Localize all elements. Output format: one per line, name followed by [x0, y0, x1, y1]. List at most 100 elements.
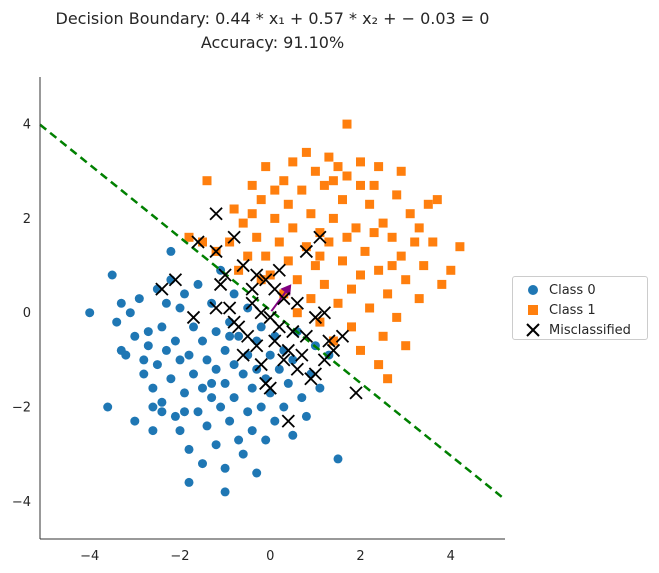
class-1-point: [202, 176, 212, 186]
class-1-point: [247, 180, 257, 190]
class-0-point: [148, 402, 158, 412]
class-0-point: [157, 407, 167, 417]
class-0-point: [274, 364, 284, 374]
class-1-point: [288, 157, 298, 167]
class-1-point: [274, 237, 284, 247]
misclassified-point: [254, 306, 268, 320]
class-1-point: [401, 341, 411, 351]
misclassified-x-stroke: [250, 268, 264, 282]
misclassified-point: [277, 353, 291, 367]
misclassified-x-stroke: [290, 362, 304, 376]
class-0-point: [152, 284, 162, 294]
class-1-point: [414, 223, 424, 233]
legend-label-misclassified: Misclassified: [549, 322, 631, 338]
class-1-point: [279, 176, 289, 186]
misclassified-x-stroke: [281, 414, 295, 428]
misclassified-points: [155, 207, 363, 428]
y-tick-label: −4: [12, 495, 31, 510]
misclassified-x-stroke: [245, 296, 259, 310]
class-0-point: [247, 383, 257, 393]
misclassified-x-stroke: [272, 320, 286, 334]
misclassified-x-stroke: [191, 235, 205, 249]
class-0-point: [103, 402, 113, 412]
class-0-point: [301, 411, 311, 421]
class-0-points: [85, 246, 343, 497]
class-1-point: [356, 157, 365, 167]
class-0-point: [170, 336, 180, 346]
class-0-point: [279, 345, 289, 355]
class-1-point: [338, 195, 347, 205]
misclassified-x-stroke: [241, 329, 255, 343]
class-0-point: [279, 402, 289, 412]
misclassified-point: [308, 310, 323, 325]
misclassified-point: [186, 310, 201, 325]
class-1-point: [419, 261, 429, 271]
class-1-point: [360, 246, 370, 256]
misclassified-point: [236, 348, 250, 362]
class-1-point: [301, 147, 311, 157]
class-0-point: [211, 327, 221, 337]
misclassified-x-stroke: [290, 296, 304, 310]
class-0-point: [270, 331, 280, 341]
class-1-point: [288, 223, 298, 233]
class-1-point: [198, 237, 207, 247]
class-0-point: [198, 336, 207, 346]
misclassified-point: [326, 343, 341, 358]
class-1-point: [328, 213, 338, 223]
misclassified-point: [290, 296, 304, 310]
class-1-point: [374, 162, 384, 172]
class-1-point: [184, 232, 194, 242]
misclassified-point: [277, 291, 291, 306]
class-1-point: [270, 213, 280, 223]
class-0-point: [184, 444, 194, 454]
class-1-point: [428, 237, 438, 247]
class-1-point: [324, 152, 334, 162]
misclassified-x-stroke: [155, 282, 169, 296]
class-0-point: [234, 435, 244, 445]
misclassified-point: [295, 348, 309, 362]
class-0-point: [121, 350, 131, 360]
class-1-point: [310, 261, 320, 271]
x-tick-label: −4: [80, 549, 99, 564]
x-tick-label: −2: [170, 549, 189, 564]
class-0-point: [170, 411, 180, 421]
y-tick-label: 2: [23, 212, 31, 227]
misclassified-x-stroke: [227, 230, 241, 244]
class-1-point: [437, 279, 447, 289]
class-1-point: [261, 251, 271, 261]
class-0-point: [175, 426, 185, 436]
x-tick-label: 2: [356, 549, 364, 564]
misclassified-x-stroke: [209, 301, 223, 315]
class-1-point: [252, 232, 262, 242]
class-0-point: [261, 374, 271, 384]
misclassified-point: [286, 324, 300, 339]
class-1-point: [324, 237, 334, 247]
class-0-point: [238, 449, 248, 459]
misclassified-point: [299, 244, 313, 259]
misclassified-point: [222, 301, 237, 315]
class-0-point: [202, 355, 212, 365]
misclassified-point: [232, 320, 246, 334]
class-0-point: [148, 426, 158, 436]
misclassified-x-stroke: [277, 291, 291, 306]
class-0-point: [256, 322, 266, 332]
misclassified-point: [290, 362, 304, 376]
class-0-point: [198, 383, 207, 393]
class-1-point: [383, 374, 393, 384]
misclassified-point: [322, 334, 336, 348]
misclassified-point: [168, 273, 183, 287]
misclassified-x-stroke: [168, 273, 183, 287]
class-0-point: [220, 378, 230, 388]
misclassified-x-stroke: [326, 343, 341, 358]
misclassified-point: [227, 230, 241, 244]
class-1-point: [301, 242, 311, 252]
class-0-point: [247, 426, 257, 436]
class-0-point: [238, 369, 248, 379]
class-0-point: [193, 407, 203, 417]
legend-label-class-1: Class 1: [549, 302, 596, 318]
class-1-point: [378, 218, 388, 228]
misclassified-point: [304, 372, 318, 386]
class-0-point: [229, 289, 239, 299]
class-0-point: [243, 407, 253, 417]
